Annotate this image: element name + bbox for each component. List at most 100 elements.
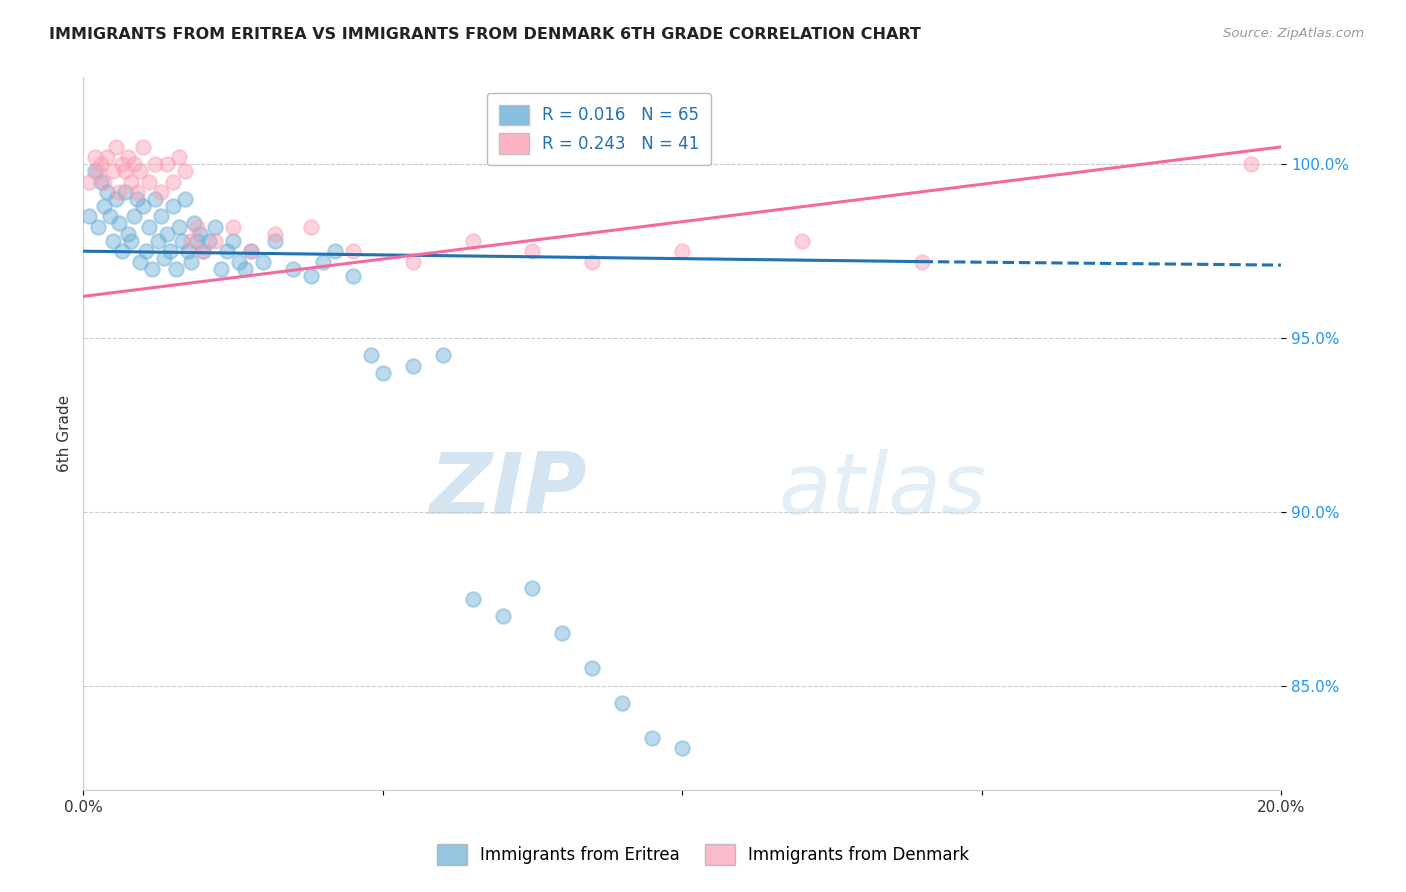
Point: [93, 199, 115, 213]
Point: [174, 192, 197, 206]
Point: [122, 157, 145, 171]
Point: [1240, 157, 1263, 171]
Point: [402, 359, 425, 373]
Point: [150, 210, 173, 224]
Point: [281, 261, 304, 276]
Point: [522, 582, 544, 596]
Text: ZIP: ZIP: [429, 450, 586, 533]
Point: [581, 661, 603, 675]
Point: [342, 268, 364, 283]
Text: IMMIGRANTS FROM ERITREA VS IMMIGRANTS FROM DENMARK 6TH GRADE CORRELATION CHART: IMMIGRANTS FROM ERITREA VS IMMIGRANTS FR…: [49, 27, 921, 42]
Point: [198, 234, 221, 248]
Point: [162, 175, 184, 189]
Point: [103, 164, 125, 178]
Point: [240, 244, 263, 259]
Point: [129, 254, 152, 268]
Point: [132, 140, 155, 154]
Point: [299, 268, 322, 283]
Point: [228, 254, 250, 268]
Point: [96, 185, 118, 199]
Point: [312, 254, 335, 268]
Point: [581, 254, 603, 268]
Text: atlas: atlas: [778, 450, 986, 533]
Point: [90, 157, 112, 171]
Point: [90, 175, 112, 189]
Point: [150, 185, 173, 199]
Point: [141, 261, 163, 276]
Point: [342, 244, 364, 259]
Point: [172, 234, 194, 248]
Point: [188, 227, 211, 241]
Point: [641, 731, 664, 745]
Point: [159, 244, 181, 259]
Point: [98, 210, 121, 224]
Point: [209, 261, 232, 276]
Point: [153, 251, 176, 265]
Point: [215, 244, 238, 259]
Point: [127, 185, 149, 199]
Point: [252, 254, 274, 268]
Point: [122, 210, 145, 224]
Point: [135, 244, 157, 259]
Point: [180, 254, 202, 268]
Point: [87, 164, 110, 178]
Point: [146, 234, 169, 248]
Point: [491, 609, 513, 624]
Point: [167, 219, 190, 234]
Point: [77, 175, 100, 189]
Point: [156, 157, 179, 171]
Point: [186, 234, 208, 248]
Point: [671, 741, 693, 756]
Point: [180, 234, 202, 248]
Point: [103, 234, 125, 248]
Point: [671, 244, 693, 259]
Point: [402, 254, 425, 268]
Point: [96, 150, 118, 164]
Point: [114, 164, 136, 178]
Point: [264, 227, 287, 241]
Legend: Immigrants from Eritrea, Immigrants from Denmark: Immigrants from Eritrea, Immigrants from…: [427, 834, 979, 875]
Point: [191, 244, 214, 259]
Legend: R = 0.016   N = 65, R = 0.243   N = 41: R = 0.016 N = 65, R = 0.243 N = 41: [486, 93, 711, 165]
Point: [127, 192, 149, 206]
Point: [111, 157, 134, 171]
Point: [222, 234, 245, 248]
Point: [174, 164, 197, 178]
Point: [233, 261, 256, 276]
Y-axis label: 6th Grade: 6th Grade: [58, 395, 72, 472]
Point: [84, 164, 107, 178]
Point: [432, 348, 454, 362]
Point: [551, 626, 574, 640]
Point: [117, 227, 139, 241]
Point: [911, 254, 934, 268]
Point: [183, 216, 205, 230]
Text: Source: ZipAtlas.com: Source: ZipAtlas.com: [1223, 27, 1364, 40]
Point: [108, 216, 131, 230]
Point: [186, 219, 208, 234]
Point: [264, 234, 287, 248]
Point: [114, 185, 136, 199]
Point: [77, 210, 100, 224]
Point: [117, 150, 139, 164]
Point: [191, 244, 214, 259]
Point: [105, 140, 128, 154]
Point: [790, 234, 813, 248]
Point: [177, 244, 200, 259]
Point: [143, 157, 166, 171]
Point: [461, 591, 484, 606]
Point: [111, 244, 134, 259]
Point: [120, 175, 142, 189]
Point: [240, 244, 263, 259]
Point: [129, 164, 152, 178]
Point: [132, 199, 155, 213]
Point: [299, 219, 322, 234]
Point: [84, 150, 107, 164]
Point: [461, 234, 484, 248]
Point: [222, 219, 245, 234]
Point: [138, 175, 160, 189]
Point: [120, 234, 142, 248]
Point: [87, 219, 110, 234]
Point: [323, 244, 346, 259]
Point: [167, 150, 190, 164]
Point: [162, 199, 184, 213]
